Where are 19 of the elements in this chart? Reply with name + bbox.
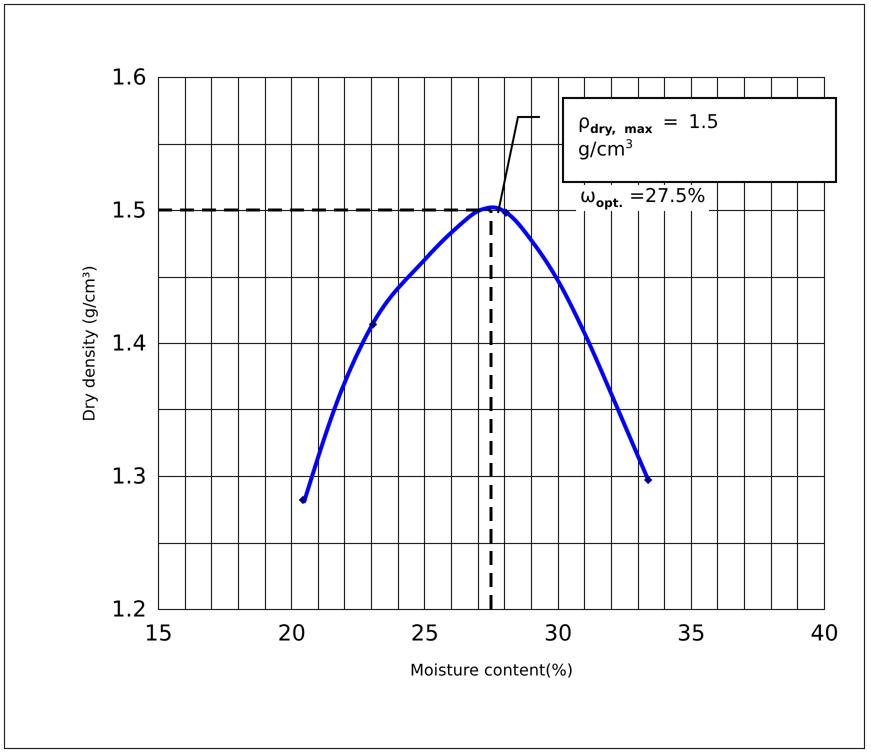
point	[298, 496, 308, 504]
x-tick-label: 40	[810, 622, 838, 646]
y-tick-label: 1.2	[112, 598, 146, 622]
x-tick-label: 25	[410, 622, 439, 646]
y-tick-label: 1.3	[112, 464, 146, 490]
text-box: ρ$_{dry, max}$ = 1.5 g/cm$^{3}$	[562, 97, 837, 183]
x-tick-label: 20	[278, 622, 306, 646]
point	[644, 476, 652, 484]
y-tick-label: 1.5	[112, 198, 146, 224]
y-tick-label: 1.6	[112, 66, 146, 90]
y-axis-title: Dry density (g/cm³)	[80, 265, 99, 422]
x-tick-label: 15	[144, 622, 172, 646]
point	[368, 320, 378, 329]
x-axis-title: Moisture content(%)	[410, 660, 573, 680]
y-tick-label: 1.4	[112, 332, 146, 356]
x-tick-label: 35	[677, 622, 706, 646]
x-tick-label: 30	[544, 622, 572, 646]
annotation: ω$_{opt.}$ =27.5%	[576, 185, 710, 211]
point	[502, 208, 510, 217]
